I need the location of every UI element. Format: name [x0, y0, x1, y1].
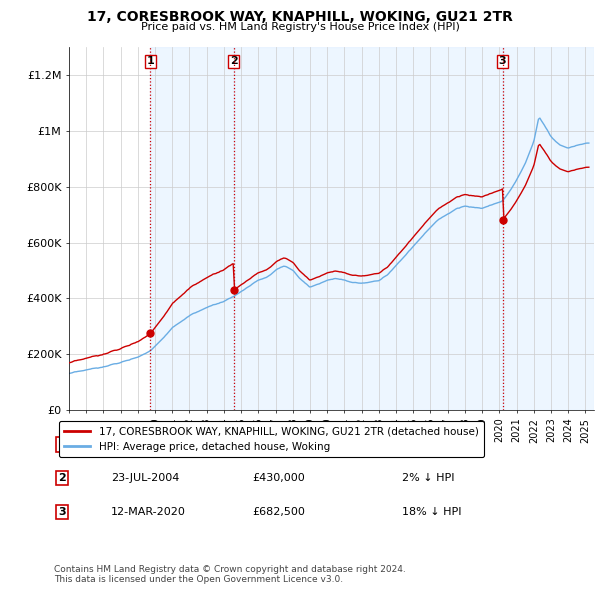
Legend: 17, CORESBROOK WAY, KNAPHILL, WOKING, GU21 2TR (detached house), HPI: Average pr: 17, CORESBROOK WAY, KNAPHILL, WOKING, GU… [59, 421, 484, 457]
Text: 23-JUL-2004: 23-JUL-2004 [111, 473, 179, 483]
Text: 3: 3 [58, 507, 65, 517]
Text: Contains HM Land Registry data © Crown copyright and database right 2024.
This d: Contains HM Land Registry data © Crown c… [54, 565, 406, 584]
Text: 18% ↓ HPI: 18% ↓ HPI [402, 507, 461, 517]
Text: Price paid vs. HM Land Registry's House Price Index (HPI): Price paid vs. HM Land Registry's House … [140, 22, 460, 32]
Bar [151, 47, 233, 410]
Text: 2: 2 [58, 473, 65, 483]
Text: 3% ↑ HPI: 3% ↑ HPI [402, 440, 454, 450]
Text: 24-SEP-1999: 24-SEP-1999 [111, 440, 182, 450]
Text: £682,500: £682,500 [252, 507, 305, 517]
Text: £275,000: £275,000 [252, 440, 305, 450]
Text: 3: 3 [499, 56, 506, 66]
Text: 1: 1 [58, 440, 65, 450]
Text: 2% ↓ HPI: 2% ↓ HPI [402, 473, 455, 483]
Text: 2: 2 [230, 56, 238, 66]
Text: 12-MAR-2020: 12-MAR-2020 [111, 507, 186, 517]
Bar [503, 47, 594, 410]
Text: 17, CORESBROOK WAY, KNAPHILL, WOKING, GU21 2TR: 17, CORESBROOK WAY, KNAPHILL, WOKING, GU… [87, 10, 513, 24]
Text: 1: 1 [146, 56, 154, 66]
Bar [233, 47, 503, 410]
Text: £430,000: £430,000 [252, 473, 305, 483]
